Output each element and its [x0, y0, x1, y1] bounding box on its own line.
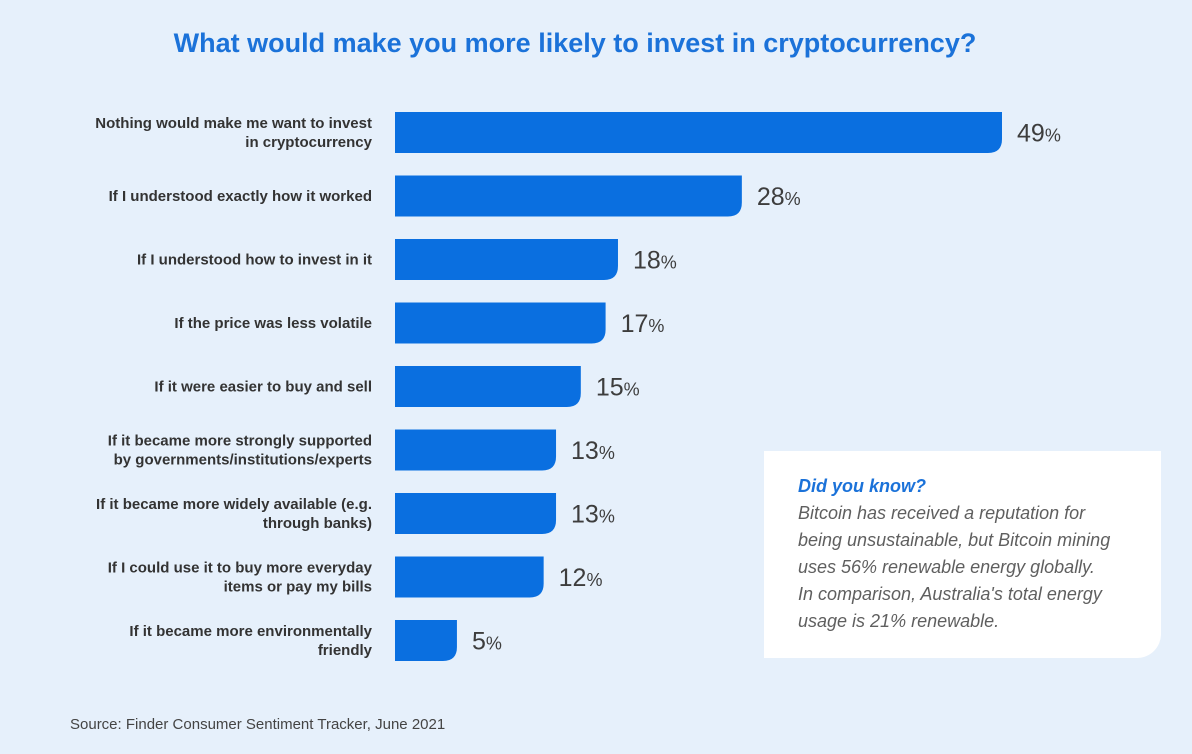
source-note: Source: Finder Consumer Sentiment Tracke…	[70, 716, 446, 733]
did-you-know-box: Did you know? Bitcoin has received a rep…	[764, 451, 1161, 658]
info-box-title: Did you know?	[798, 476, 926, 496]
category-label: in cryptocurrency	[245, 134, 372, 151]
bar	[395, 239, 618, 280]
category-label: If I understood how to invest in it	[137, 252, 372, 269]
info-box-line: In comparison, Australia's total energy	[798, 584, 1102, 604]
bar	[395, 112, 1002, 153]
category-label: If I could use it to buy more everyday	[108, 560, 373, 577]
category-label: items or pay my bills	[224, 579, 372, 596]
bar	[395, 175, 742, 217]
category-label: If I understood exactly how it worked	[109, 188, 372, 205]
chart-title: What would make you more likely to inves…	[173, 28, 977, 58]
info-box-body: Bitcoin has received a reputation for be…	[798, 500, 1131, 635]
category-label: If it were easier to buy and sell	[154, 379, 372, 396]
category-label: If the price was less volatile	[174, 315, 372, 332]
info-box-line: Bitcoin has received a reputation for	[798, 503, 1086, 523]
category-label: through banks)	[263, 515, 372, 532]
category-label: If it became more environmentally	[129, 623, 372, 640]
info-box-line: uses 56% renewable energy globally.	[798, 557, 1095, 577]
value-label: 17%	[621, 310, 665, 338]
bar	[395, 429, 557, 471]
bar	[395, 556, 544, 598]
category-label: friendly	[318, 642, 373, 659]
category-label: Nothing would make me want to invest	[95, 115, 372, 132]
bar	[395, 493, 557, 534]
info-box-line: usage is 21% renewable.	[798, 611, 1000, 631]
value-label: 28%	[757, 183, 801, 211]
value-label: 15%	[596, 374, 640, 402]
value-label: 12%	[559, 564, 603, 592]
bar	[395, 620, 457, 661]
value-label: 18%	[633, 247, 677, 275]
bar	[395, 366, 581, 407]
value-label: 13%	[571, 437, 615, 465]
category-label: by governments/institutions/experts	[114, 452, 372, 469]
value-label: 5%	[472, 628, 502, 656]
info-box-line: being unsustainable, but Bitcoin mining	[798, 530, 1111, 550]
category-label: If it became more widely available (e.g.	[96, 496, 372, 513]
value-label: 49%	[1017, 120, 1061, 148]
value-label: 13%	[571, 501, 615, 529]
bar	[395, 302, 606, 344]
category-label: If it became more strongly supported	[108, 433, 372, 450]
